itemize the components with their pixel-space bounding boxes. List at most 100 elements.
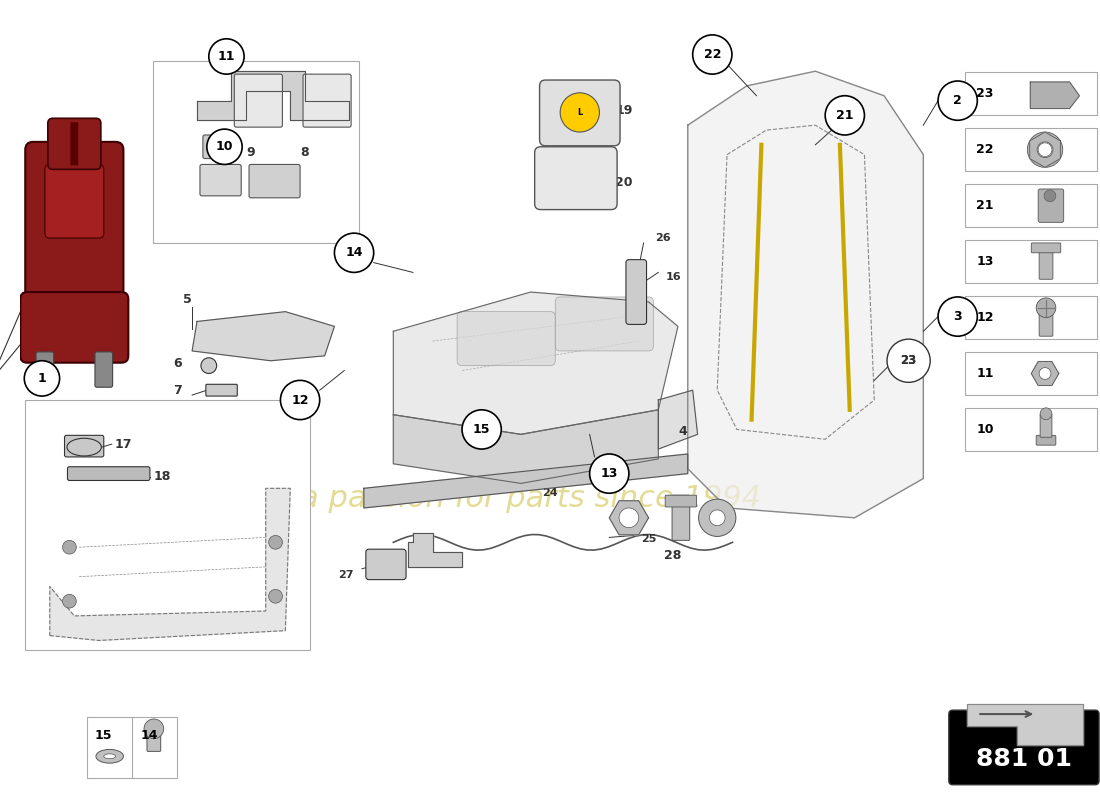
Circle shape (1038, 143, 1052, 157)
Polygon shape (408, 533, 462, 567)
Circle shape (698, 499, 736, 537)
FancyBboxPatch shape (249, 165, 300, 198)
FancyBboxPatch shape (1041, 414, 1052, 438)
FancyBboxPatch shape (47, 118, 101, 170)
FancyBboxPatch shape (1036, 435, 1056, 445)
Polygon shape (688, 71, 923, 518)
Circle shape (462, 410, 502, 449)
FancyBboxPatch shape (1040, 244, 1053, 279)
FancyBboxPatch shape (20, 292, 129, 362)
FancyBboxPatch shape (626, 260, 647, 325)
FancyBboxPatch shape (965, 72, 1097, 115)
Text: 26: 26 (656, 233, 671, 243)
FancyBboxPatch shape (1032, 243, 1060, 253)
Text: 24: 24 (542, 488, 558, 498)
Circle shape (207, 129, 242, 165)
FancyBboxPatch shape (206, 384, 238, 396)
Text: 27: 27 (339, 570, 354, 580)
Text: 4: 4 (679, 425, 688, 438)
Text: 22: 22 (977, 143, 993, 156)
Circle shape (1037, 142, 1053, 158)
Circle shape (1044, 190, 1056, 202)
Circle shape (1040, 368, 1050, 379)
FancyBboxPatch shape (25, 142, 123, 310)
Text: 13: 13 (601, 467, 618, 480)
Circle shape (209, 39, 244, 74)
Text: 11: 11 (977, 367, 993, 380)
Circle shape (887, 339, 931, 382)
Circle shape (201, 358, 217, 374)
FancyBboxPatch shape (153, 62, 359, 243)
Text: 881 01: 881 01 (976, 747, 1071, 771)
FancyBboxPatch shape (366, 549, 406, 580)
FancyBboxPatch shape (672, 495, 690, 540)
Circle shape (1036, 298, 1056, 318)
FancyBboxPatch shape (95, 352, 112, 387)
FancyBboxPatch shape (147, 728, 161, 751)
FancyBboxPatch shape (200, 165, 241, 196)
Circle shape (825, 96, 865, 135)
Polygon shape (197, 71, 349, 120)
Text: 17: 17 (114, 438, 132, 450)
Circle shape (268, 535, 283, 549)
FancyBboxPatch shape (70, 122, 78, 166)
FancyBboxPatch shape (540, 80, 620, 146)
Circle shape (1041, 408, 1052, 420)
Text: 12: 12 (977, 311, 993, 324)
FancyBboxPatch shape (458, 312, 556, 366)
Ellipse shape (67, 438, 101, 456)
Circle shape (24, 361, 59, 396)
Polygon shape (1030, 132, 1060, 167)
FancyBboxPatch shape (666, 495, 696, 507)
Circle shape (268, 590, 283, 603)
Polygon shape (1032, 362, 1059, 386)
Text: 3: 3 (954, 310, 962, 323)
Text: 25: 25 (641, 534, 657, 544)
Text: L: L (578, 108, 582, 117)
Text: 2: 2 (954, 94, 962, 107)
Text: 21: 21 (836, 109, 854, 122)
Text: 19: 19 (615, 104, 632, 117)
Polygon shape (968, 704, 1084, 746)
FancyBboxPatch shape (535, 146, 617, 210)
Text: 28: 28 (664, 549, 682, 562)
FancyBboxPatch shape (1038, 189, 1064, 222)
FancyBboxPatch shape (45, 165, 103, 238)
Text: 10: 10 (216, 140, 233, 154)
Text: 15: 15 (473, 423, 491, 436)
Text: 11: 11 (218, 50, 235, 63)
Polygon shape (1031, 82, 1079, 109)
Text: 13: 13 (977, 255, 993, 268)
Circle shape (560, 93, 600, 132)
Text: 7: 7 (173, 384, 182, 397)
Polygon shape (394, 410, 658, 483)
Polygon shape (658, 390, 697, 449)
Text: 18: 18 (154, 470, 172, 483)
Text: 10: 10 (977, 423, 993, 436)
FancyBboxPatch shape (234, 74, 283, 127)
Text: 21: 21 (977, 199, 993, 212)
Circle shape (710, 510, 725, 526)
FancyBboxPatch shape (949, 710, 1099, 785)
FancyBboxPatch shape (87, 717, 177, 778)
Text: 5: 5 (183, 294, 191, 306)
Text: 12: 12 (292, 394, 309, 406)
Text: 20: 20 (615, 176, 632, 189)
Text: 8: 8 (300, 146, 309, 159)
FancyBboxPatch shape (65, 435, 103, 457)
Circle shape (1027, 132, 1063, 167)
Circle shape (144, 719, 164, 738)
FancyBboxPatch shape (556, 297, 653, 351)
FancyBboxPatch shape (965, 296, 1097, 339)
Text: 16: 16 (666, 272, 681, 282)
Ellipse shape (103, 754, 116, 758)
FancyBboxPatch shape (965, 408, 1097, 451)
Circle shape (938, 297, 977, 336)
FancyBboxPatch shape (965, 240, 1097, 283)
FancyBboxPatch shape (1040, 313, 1053, 336)
Text: 14: 14 (345, 246, 363, 259)
FancyBboxPatch shape (25, 400, 310, 650)
Text: 23: 23 (977, 87, 993, 100)
Circle shape (590, 454, 629, 494)
Text: 15: 15 (95, 729, 112, 742)
